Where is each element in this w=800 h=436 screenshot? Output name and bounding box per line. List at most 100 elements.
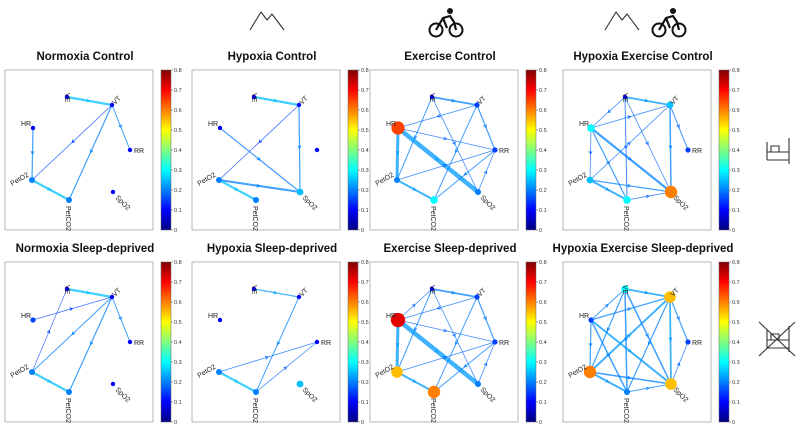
edge-arrow [483,316,487,321]
node-SpO2 [664,185,678,199]
node-label: RR [134,148,144,155]
edge-arrow [434,156,439,161]
node-VT [474,102,480,108]
edge-arrow [442,355,447,360]
colorbar-tick-label: 0.3 [174,168,182,174]
node-PetCO2 [427,385,441,399]
colorbar-tick-label: 0.3 [732,168,740,174]
colorbar-tick-label: 0.5 [732,128,740,134]
node-PetCO2 [66,197,72,203]
node-RR [127,339,133,345]
node-label: VE [250,93,257,103]
edge-arrow [604,303,609,308]
edge-arrow [69,307,74,312]
edge-arrow [606,327,611,332]
colorbar-tick-label: 0.6 [539,108,547,114]
colorbar-tick-label: 0 [174,420,177,426]
colorbar-tick-label: 0.1 [174,208,182,214]
node-label: VT [111,287,123,299]
node-PetCO2 [66,389,72,395]
node-SpO2 [110,381,116,387]
edge-arrow [89,149,94,154]
panel-title: Normoxia Sleep-deprived [16,243,155,255]
node-VT [296,102,302,108]
colorbar-tick-label: 0.2 [361,380,369,386]
edge-arrow [645,333,649,338]
colorbar-tick-label: 0.7 [732,280,740,286]
node-VT [474,294,480,300]
colorbar-tick-label: 0.7 [361,280,369,286]
edge-arrow [118,124,122,129]
edge-arrow [676,362,681,367]
edge-arrow [668,337,673,342]
edge-arrow [627,115,632,120]
colorbar-tick-label: 0.4 [361,340,369,346]
node-label: RR [692,148,702,155]
edge-arrow [443,328,448,333]
edge-arrow [234,379,239,383]
edge-arrow [118,316,122,321]
node-PetO2 [216,369,222,375]
node-label: VT [669,95,681,107]
edge-arrow [626,141,631,146]
node-label: VT [298,95,310,107]
node-label: VE [621,93,628,103]
node-label: VT [111,95,123,107]
panel-title: Hypoxia Exercise Control [573,51,712,63]
node-label: VE [428,285,435,295]
colorbar-tick-label: 0.8 [539,260,547,266]
node-SpO2 [296,188,304,196]
colorbar-tick-label: 0 [174,228,177,234]
colorbar-tick-label: 0.1 [361,208,369,214]
node-label: VE [621,285,628,295]
edge-arrow [627,156,632,161]
edge-arrow [297,145,302,150]
edge-arrow [283,366,288,371]
colorbar [718,261,730,423]
node-label: VE [250,285,257,295]
crossed-bed-icon [758,321,796,357]
edge-arrow [463,171,468,176]
node-label: HR [21,121,31,128]
colorbar [718,69,730,231]
bed-icon [766,138,790,164]
colorbar-tick-label: 0 [539,420,542,426]
colorbar [347,261,359,423]
header-icons [249,8,687,38]
edge-arrow [644,98,649,103]
edge-arrow [86,290,91,295]
colorbar-tick-label: 0.4 [732,148,740,154]
colorbar-tick-label: 0.6 [174,108,182,114]
colorbar-tick-label: 0.7 [732,88,740,94]
colorbar-tick-label: 0.3 [361,168,369,174]
node-PetCO2 [623,196,631,204]
node-label: HR [579,313,589,320]
edge-arrow [627,307,632,312]
colorbar-tick-label: 0.4 [174,340,182,346]
node-label: PetCO2 [622,206,629,231]
edge-arrow [412,379,417,383]
node-label: VT [476,287,488,299]
edge-arrow [624,337,628,342]
node-label: RR [499,340,509,347]
edge-arrow [71,139,76,144]
node-PetO2 [391,366,403,378]
edge-arrow [645,194,650,199]
edge-arrow [273,290,278,295]
edge-arrow [256,156,261,161]
colorbar-tick-label: 0.6 [539,300,547,306]
node-HR [217,125,223,131]
edge-arrow [395,150,400,155]
colorbar-tick-label: 0.4 [361,148,369,154]
colorbar-tick-label: 0.8 [732,68,740,74]
edge-arrow [627,375,632,380]
colorbar-tick-label: 0.1 [732,400,740,406]
edge-arrow [89,341,94,346]
edge-arrow [71,331,76,336]
panel-title: Hypoxia Exercise Sleep-deprived [553,243,734,255]
